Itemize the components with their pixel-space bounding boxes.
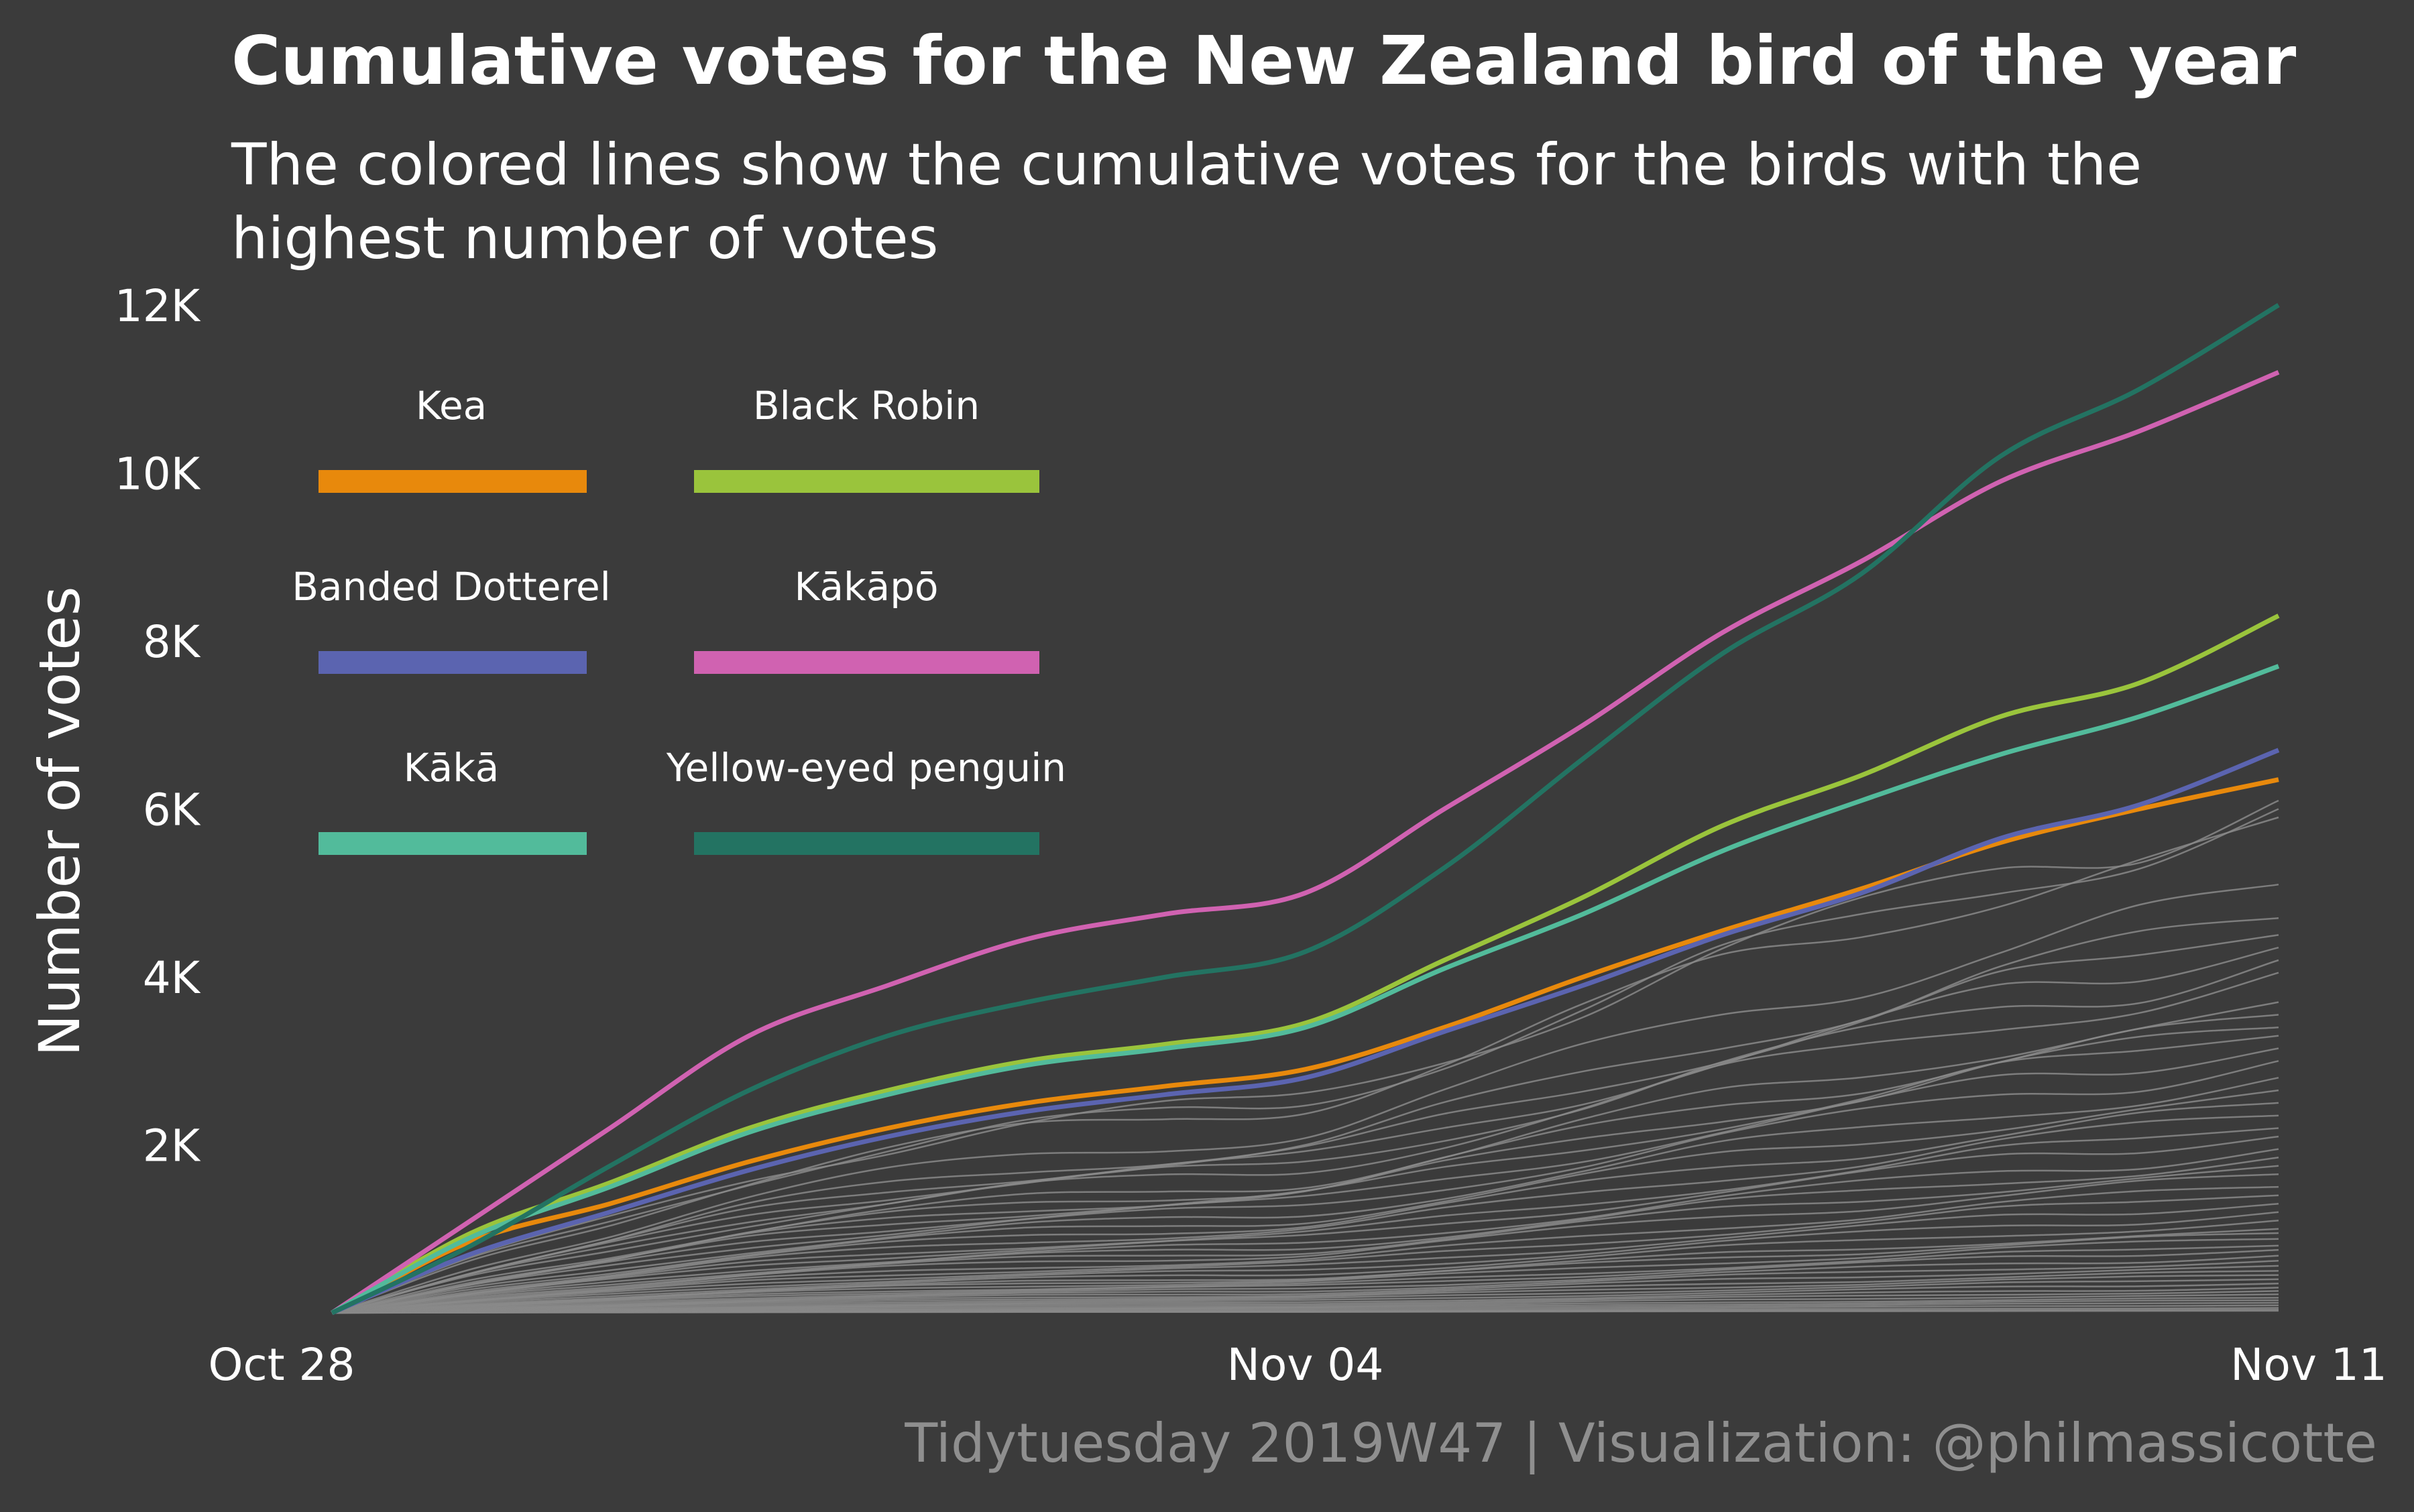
background-series-lines xyxy=(331,799,2279,1314)
background-series-line xyxy=(331,1202,2279,1314)
background-series-line xyxy=(331,1102,2279,1314)
y-tick-label: 4K xyxy=(143,952,201,1004)
legend-swatch xyxy=(319,651,587,674)
x-tick-label: Oct 28 xyxy=(208,1339,355,1391)
x-tick-label: Nov 04 xyxy=(1227,1339,1384,1391)
background-series-line xyxy=(331,1244,2279,1314)
legend-label: Black Robin xyxy=(753,383,980,428)
chart-title: Cumulative votes for the New Zealand bir… xyxy=(231,21,2297,100)
legend-swatch xyxy=(694,832,1039,855)
background-series-line xyxy=(331,1219,2279,1314)
y-tick-label: 2K xyxy=(143,1120,201,1172)
y-tick-label: 12K xyxy=(115,280,201,332)
legend-label: Kākā xyxy=(404,745,500,791)
y-tick-label: 6K xyxy=(143,784,201,836)
background-series-line xyxy=(331,1060,2279,1314)
background-series-line xyxy=(331,1248,2279,1314)
chart-caption: Tidytuesday 2019W47 | Visualization: @ph… xyxy=(904,1412,2377,1475)
background-series-line xyxy=(331,1089,2279,1314)
background-series-line xyxy=(331,1165,2279,1314)
legend-swatch xyxy=(694,470,1039,493)
background-series-line xyxy=(331,1211,2279,1314)
y-tick-label: 8K xyxy=(143,616,201,668)
chart-subtitle-line-2: highest number of votes xyxy=(231,205,938,272)
background-series-line xyxy=(331,1173,2279,1314)
legend-swatch xyxy=(319,832,587,855)
highlighted-series-lines xyxy=(331,303,2280,1316)
background-series-line xyxy=(331,816,2279,1314)
background-series-line xyxy=(331,1135,2279,1314)
background-series-line xyxy=(331,946,2279,1314)
background-series-line xyxy=(331,1287,2279,1314)
background-series-line xyxy=(331,1238,2279,1314)
background-series-line xyxy=(331,1310,2279,1314)
background-series-line xyxy=(331,808,2279,1314)
background-series-line xyxy=(331,799,2279,1314)
chart-subtitle-line-1: The colored lines show the cumulative vo… xyxy=(231,131,2142,198)
series-line xyxy=(331,369,2280,1315)
legend-label: Yellow-eyed penguin xyxy=(666,745,1066,791)
series-line xyxy=(331,303,2280,1316)
background-series-line xyxy=(331,1282,2279,1314)
legend-label: Kea xyxy=(416,383,487,428)
background-series-line xyxy=(331,1194,2279,1314)
series-line xyxy=(331,614,2280,1316)
x-axis-ticks: Oct 28 Nov 04 Nov 11 xyxy=(208,1339,2387,1391)
background-series-line xyxy=(331,1185,2279,1314)
background-series-line xyxy=(331,959,2279,1314)
background-series-line xyxy=(331,1127,2279,1314)
legend-swatch xyxy=(694,651,1039,674)
series-line xyxy=(331,664,2280,1316)
legend: Kea Black Robin Banded Dotterel Kākāpō Kākā Y… xyxy=(292,383,1066,855)
background-series-line xyxy=(331,1255,2279,1314)
background-series-line xyxy=(331,1260,2279,1314)
background-series-line xyxy=(331,917,2279,1314)
y-axis-label: Number of votes xyxy=(27,586,93,1056)
background-series-line xyxy=(331,1047,2279,1314)
y-tick-label: 10K xyxy=(115,449,201,500)
legend-label: Kākāpō xyxy=(794,564,938,609)
background-series-line xyxy=(331,934,2279,1314)
background-series-line xyxy=(331,972,2279,1314)
background-series-line xyxy=(331,883,2279,1314)
legend-swatch xyxy=(319,470,587,493)
background-series-line xyxy=(331,1035,2279,1314)
series-line xyxy=(331,748,2280,1316)
x-tick-label: Nov 11 xyxy=(2230,1339,2387,1391)
background-series-line xyxy=(331,1157,2279,1314)
background-series-line xyxy=(331,1114,2279,1314)
background-series-line xyxy=(331,1077,2279,1314)
y-axis-ticks: 2K 4K 6K 8K 10K 12K xyxy=(115,280,201,1172)
legend-label: Banded Dotterel xyxy=(292,564,611,609)
background-series-line xyxy=(331,1278,2279,1314)
background-series-line xyxy=(331,1001,2279,1314)
background-series-line xyxy=(331,1148,2279,1314)
